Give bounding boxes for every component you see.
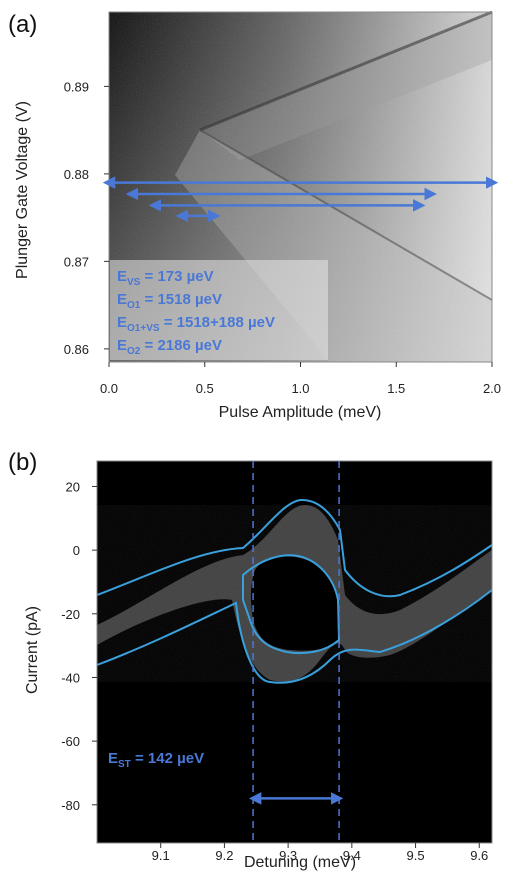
- panel-b-dashed-lines: [252, 461, 340, 843]
- panel-a-arrows: [102, 176, 499, 223]
- panel-a-y-tick-label: 0.86: [64, 342, 89, 357]
- panel-b-x-axis-label: Detuning (meV): [244, 854, 356, 871]
- panel-b-y-tick-label: -40: [61, 670, 80, 685]
- panel-a-y-ticks: 0.86 0.87 0.88 0.89: [64, 79, 109, 357]
- panel-b-inner-contour: [242, 554, 341, 655]
- panel-b-lower-contour: [96, 589, 493, 684]
- label-evs: EVS = 173 µeV: [117, 268, 214, 288]
- panel-a-x-axis-label: Pulse Amplitude (meV): [219, 404, 382, 421]
- panel-b-y-tick-label: -80: [61, 798, 80, 813]
- panel-b-y-ticks: 20 0 -20 -40 -60 -80: [61, 479, 97, 813]
- label-eo2: EO2 = 2186 µeV: [117, 337, 222, 357]
- panel-b-letter: (b): [8, 449, 37, 476]
- panel-b-y-axis-label: Current (pA): [24, 606, 41, 694]
- panel-b-y-tick-label: 0: [73, 543, 80, 558]
- panel-a-x-tick-label: 1.5: [387, 381, 405, 396]
- panel-a-letter: (a): [8, 11, 37, 38]
- panel-a-x-tick-label: 0.5: [196, 381, 214, 396]
- panel-a-label-box: [110, 260, 328, 360]
- panel-b-y-tick-label: -60: [61, 734, 80, 749]
- panel-a-x-tick-label: 2.0: [483, 381, 501, 396]
- panel-b-x-tick-label: 9.5: [407, 848, 425, 863]
- panel-b-x-ticks: 9.1 9.2 9.3 9.4 9.5 9.6: [152, 843, 488, 863]
- label-eo1vs: EO1+VS = 1518+188 µeV: [117, 314, 275, 334]
- panel-a-plot: [108, 10, 493, 363]
- panel-b-inner-hole: [250, 556, 338, 651]
- panel-b-y-tick-label: 20: [66, 479, 80, 494]
- panel-b-x-tick-label: 9.4: [343, 848, 361, 863]
- panel-a-y-tick-label: 0.87: [64, 254, 89, 269]
- panel-b-x-tick-label: 9.3: [279, 848, 297, 863]
- panel-b-upper-contour: [96, 498, 493, 598]
- panel-b-plot: [96, 460, 493, 844]
- panel-b-y-tick-label: -20: [61, 607, 80, 622]
- panel-a-x-ticks: 0.0 0.5 1.0 1.5 2.0: [100, 362, 501, 396]
- panel-b-frame: [96, 460, 493, 844]
- panel-b-x-tick-label: 9.2: [215, 848, 233, 863]
- panel-a-x-tick-label: 1.0: [291, 381, 309, 396]
- panel-a-energy-labels: EVS = 173 µeV EO1 = 1518 µeV EO1+VS = 15…: [117, 268, 275, 357]
- panel-b-x-tick-label: 9.6: [470, 848, 488, 863]
- panel-a-x-tick-label: 0.0: [100, 381, 118, 396]
- panel-a-y-tick-label: 0.89: [64, 79, 89, 94]
- panel-a-y-tick-label: 0.88: [64, 167, 89, 182]
- label-est: EST = 142 µeV: [108, 750, 204, 770]
- panel-b-x-tick-label: 9.1: [152, 848, 170, 863]
- label-eo1: EO1 = 1518 µeV: [117, 291, 222, 311]
- panel-a-y-axis-label: Plunger Gate Voltage (V): [14, 101, 31, 279]
